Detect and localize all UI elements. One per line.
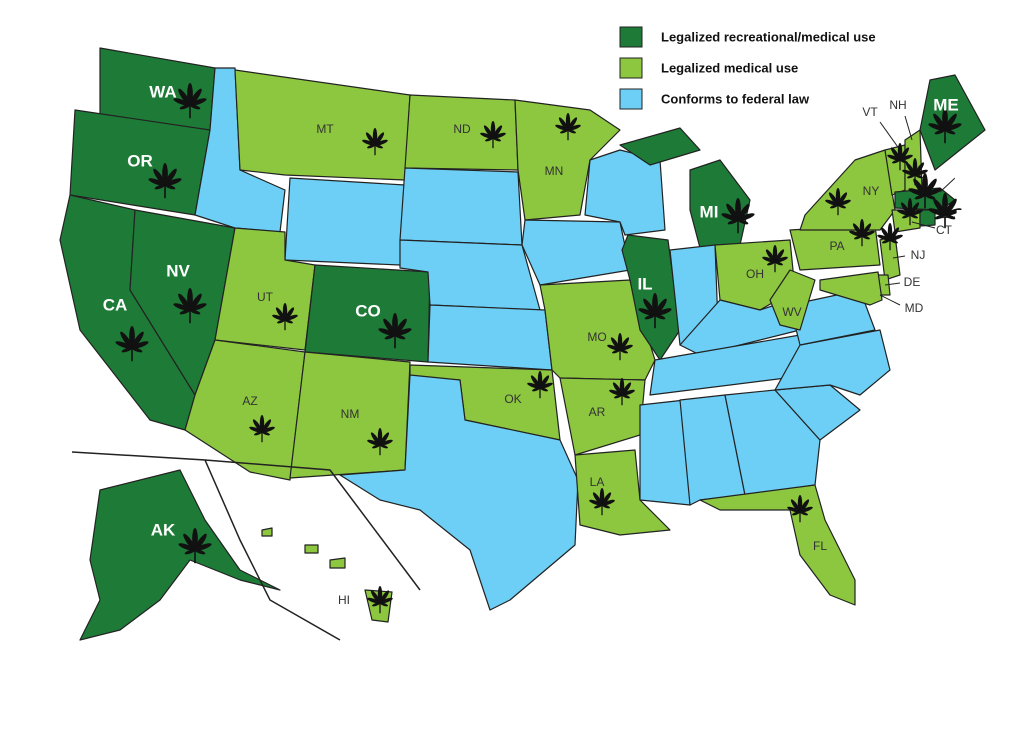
state-label: PA (829, 239, 844, 253)
state-label: MO (587, 330, 606, 344)
inset-borders (71, 451, 421, 641)
state-label: NM (341, 407, 360, 421)
state (399, 167, 523, 246)
state (584, 149, 666, 236)
state-label: AR (589, 405, 606, 419)
state (521, 219, 631, 286)
legend-label: Legalized recreational/medical use (661, 29, 876, 44)
state-label: IL (637, 274, 652, 293)
legend-label: Legalized medical use (661, 60, 798, 75)
legend-swatch (619, 26, 643, 48)
state-label: AZ (242, 394, 257, 408)
state (699, 484, 856, 606)
state (799, 149, 896, 231)
state-label: OH (746, 267, 764, 281)
state-label: NV (166, 261, 190, 280)
state-label: RI (956, 206, 973, 225)
state-label: HI (338, 593, 350, 607)
state (819, 271, 883, 306)
state-label: ME (933, 95, 959, 114)
legend: Legalized recreational/medical use Legali… (619, 26, 876, 110)
state (339, 374, 579, 611)
state (427, 304, 553, 371)
state-label: MA (954, 165, 980, 184)
state (514, 99, 621, 221)
legend-label: Conforms to federal law (661, 91, 810, 106)
states (59, 47, 986, 641)
state (234, 69, 411, 181)
state-label: UT (257, 290, 274, 304)
state-label: NH (889, 98, 906, 112)
state-label: CA (103, 295, 128, 314)
state (774, 329, 891, 396)
state (79, 469, 281, 641)
labels: WA OR CA NV MT UT CO AZ NM ND OK MN MO AR LA IL MI OH FL WV… (103, 82, 980, 614)
state-label: DE (904, 275, 921, 289)
state (261, 527, 393, 623)
state (574, 449, 671, 536)
state (769, 269, 816, 331)
state-label: MI (700, 202, 719, 221)
legend-swatch (619, 57, 643, 79)
state-label: LA (590, 475, 605, 489)
state-label: CT (936, 223, 953, 237)
leader-lines (879, 115, 956, 306)
state-label: WV (782, 305, 801, 319)
state (284, 177, 406, 266)
state-label: OK (504, 392, 521, 406)
state-label: WA (149, 82, 176, 101)
state-label: MD (905, 301, 924, 315)
state (724, 389, 821, 496)
state-label: AK (151, 520, 176, 539)
state-label: MN (545, 164, 564, 178)
state-label: ND (453, 122, 471, 136)
state-label: FL (813, 539, 827, 553)
state-label: VT (862, 105, 878, 119)
state-label: OR (127, 151, 153, 170)
state-label: CO (355, 301, 381, 320)
state-label: MT (316, 122, 334, 136)
legend-swatch (619, 88, 643, 110)
state-label: NY (863, 184, 880, 198)
state-label: NJ (911, 248, 926, 262)
